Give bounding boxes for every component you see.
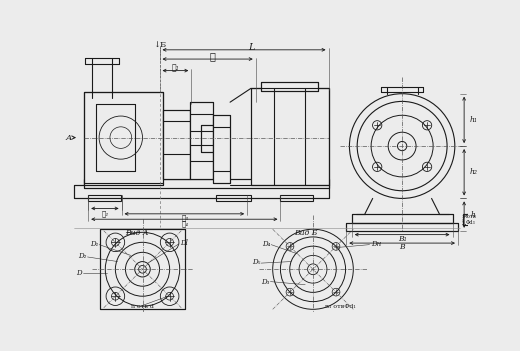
Text: h₁: h₁ <box>470 116 477 124</box>
Bar <box>261 82 318 91</box>
Bar <box>261 82 318 91</box>
Text: D: D <box>76 269 82 277</box>
Bar <box>163 110 190 179</box>
Text: L: L <box>248 43 254 52</box>
Bar <box>190 102 213 179</box>
Bar <box>280 194 313 201</box>
Text: h: h <box>470 211 475 219</box>
Bar <box>100 229 185 309</box>
Bar <box>213 115 230 183</box>
Text: ℓ₃: ℓ₃ <box>181 214 189 222</box>
Text: ℓ₁: ℓ₁ <box>172 64 179 72</box>
Text: Dн: Dн <box>371 240 381 248</box>
Bar <box>88 194 121 201</box>
Text: D₁: D₁ <box>90 240 98 248</box>
Text: А: А <box>66 134 72 141</box>
Text: Φd₃: Φd₃ <box>466 220 475 225</box>
Text: ↓Б: ↓Б <box>153 40 166 48</box>
Bar <box>201 125 213 152</box>
Text: n₁ отвΦd₁: n₁ отвΦd₁ <box>325 305 356 310</box>
Bar <box>84 92 163 185</box>
Bar <box>352 214 452 223</box>
Bar <box>84 179 329 188</box>
Text: ℓ: ℓ <box>210 52 215 61</box>
Bar <box>190 102 213 179</box>
Bar <box>74 185 329 198</box>
Bar <box>213 115 230 183</box>
Bar <box>74 185 329 198</box>
Text: ℓ₂: ℓ₂ <box>102 209 109 217</box>
Text: D₃: D₃ <box>261 278 269 286</box>
Text: D₄: D₄ <box>262 240 270 248</box>
Bar <box>251 88 329 185</box>
Text: Вид А: Вид А <box>125 229 149 237</box>
Bar <box>163 110 190 179</box>
Text: D₂: D₂ <box>79 252 87 260</box>
Bar <box>251 88 329 185</box>
Text: n отв d: n отв d <box>131 305 154 310</box>
Bar <box>100 229 185 309</box>
Text: h₂: h₂ <box>470 168 477 176</box>
Text: Dl: Dl <box>180 239 188 247</box>
Text: Вид Б: Вид Б <box>294 229 317 237</box>
Text: lотв: lотв <box>466 214 476 219</box>
Text: B₁: B₁ <box>398 235 407 243</box>
Bar <box>84 92 163 185</box>
Text: B: B <box>399 243 405 251</box>
Text: ─────: ───── <box>125 231 138 235</box>
Text: D₅: D₅ <box>252 258 261 266</box>
Bar <box>201 125 213 152</box>
Bar <box>84 179 329 188</box>
Bar <box>216 194 251 201</box>
Bar <box>346 223 458 231</box>
Bar <box>352 214 452 223</box>
Text: ℓ₄: ℓ₄ <box>181 219 189 227</box>
Bar <box>463 214 472 225</box>
Bar <box>346 223 458 231</box>
